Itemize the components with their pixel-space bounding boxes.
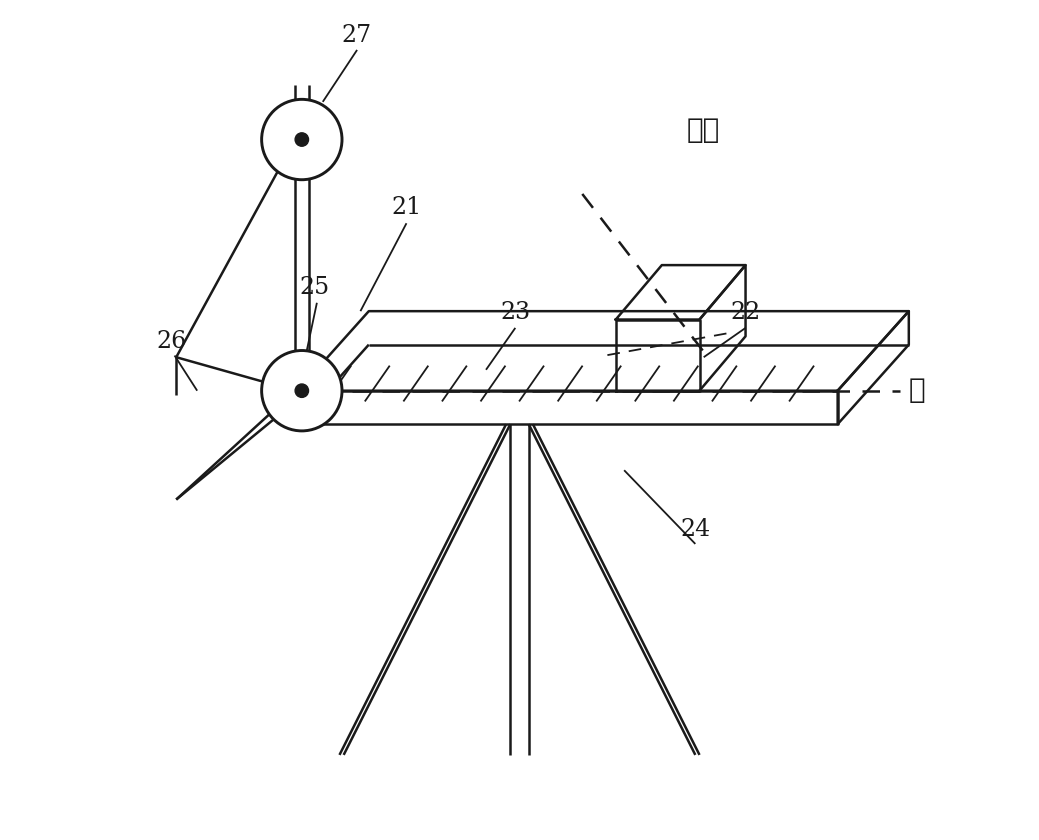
Circle shape (295, 384, 309, 397)
Text: 24: 24 (681, 518, 711, 542)
Circle shape (262, 99, 342, 180)
Text: 磁北: 磁北 (687, 117, 720, 144)
Circle shape (295, 133, 309, 146)
Text: 27: 27 (341, 24, 371, 47)
Text: 21: 21 (392, 196, 422, 219)
Text: 22: 22 (730, 301, 761, 323)
Text: 23: 23 (500, 301, 530, 323)
Circle shape (262, 350, 342, 431)
Text: 25: 25 (299, 276, 329, 298)
Text: 东: 东 (909, 377, 926, 404)
Text: 26: 26 (157, 330, 187, 353)
